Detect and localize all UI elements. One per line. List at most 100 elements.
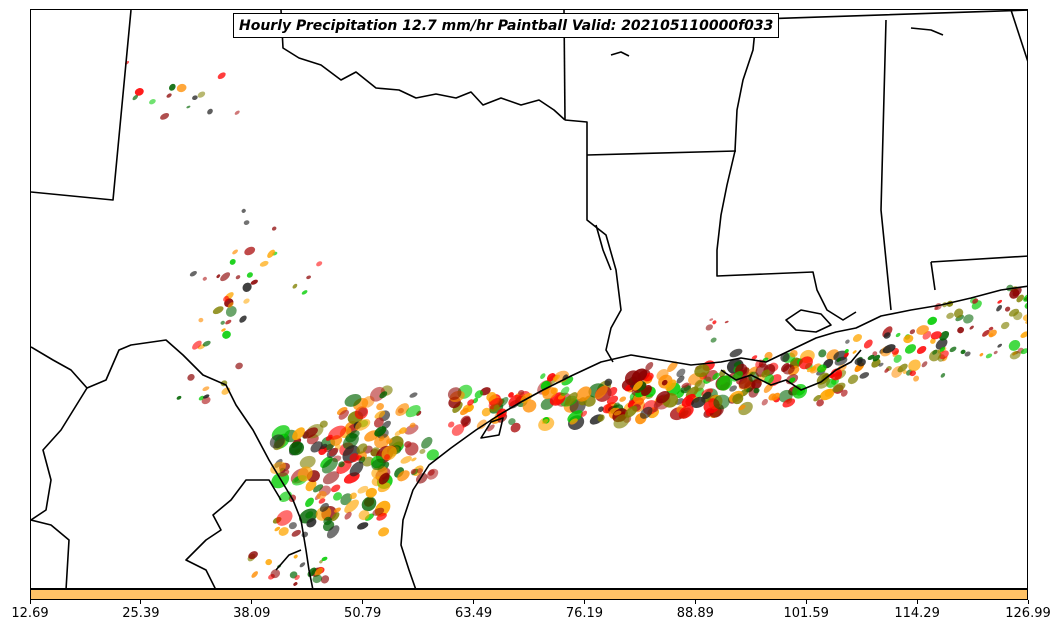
precip-blob xyxy=(313,484,324,493)
precip-blob xyxy=(410,468,417,475)
precip-blob xyxy=(374,410,386,419)
precip-blob xyxy=(202,340,211,347)
precip-blob xyxy=(274,526,281,532)
precip-blob xyxy=(694,379,703,388)
precip-blob xyxy=(197,91,206,98)
precip-blob xyxy=(334,507,341,513)
precip-blob xyxy=(1020,348,1027,355)
precip-blob xyxy=(929,349,942,362)
precip-blob xyxy=(487,424,495,432)
precip-blob xyxy=(656,369,669,381)
precip-blob xyxy=(241,208,246,213)
precip-blob xyxy=(344,499,359,514)
colorbar-tick-mark xyxy=(916,600,918,604)
precip-blob xyxy=(338,461,345,468)
state-border-al-fl-2 xyxy=(930,261,936,291)
precip-blob xyxy=(325,434,333,441)
precip-blob xyxy=(762,357,769,362)
precip-blob xyxy=(331,512,340,522)
precip-blob xyxy=(834,372,841,377)
precip-paintball-layer xyxy=(124,60,1027,586)
state-border-ar-la xyxy=(564,119,622,363)
precip-blob xyxy=(376,403,384,411)
precip-blob xyxy=(988,326,994,331)
colorbar xyxy=(30,589,1028,600)
precip-blob xyxy=(314,567,323,577)
precip-blob xyxy=(166,93,172,98)
precip-blob xyxy=(321,556,328,562)
colorbar-tick-mark xyxy=(362,600,364,604)
precip-blob xyxy=(358,510,370,521)
precip-blob xyxy=(344,511,352,520)
precip-blob xyxy=(569,418,578,425)
precip-blob xyxy=(319,559,323,564)
precip-blob xyxy=(598,406,604,412)
precip-blob xyxy=(939,346,946,352)
precip-blob xyxy=(338,409,349,420)
precip-blob xyxy=(729,385,737,392)
precip-blob xyxy=(541,419,549,424)
precip-blob xyxy=(293,582,298,586)
precip-blob xyxy=(878,362,884,367)
precip-blob xyxy=(306,275,312,280)
precip-blob xyxy=(540,373,546,379)
precip-blob xyxy=(844,348,849,354)
precip-blob xyxy=(319,420,328,428)
precip-blob xyxy=(216,274,221,279)
precip-blob xyxy=(732,393,744,405)
precip-blob xyxy=(619,396,627,402)
colorbar-tick-label: 25.39 xyxy=(122,606,160,621)
precip-blob xyxy=(493,404,500,410)
state-border-al-fl xyxy=(930,255,1027,263)
precip-blob xyxy=(246,272,253,278)
precip-blob xyxy=(667,361,678,372)
precip-blob xyxy=(508,392,514,398)
precip-blob xyxy=(909,329,916,335)
precip-blob xyxy=(395,403,410,417)
colorbar-tick-label: 63.49 xyxy=(454,606,493,621)
galveston-bay xyxy=(480,417,504,439)
precip-blob xyxy=(782,398,796,408)
precip-blob xyxy=(940,373,946,378)
precip-blob xyxy=(378,436,385,442)
precip-blob xyxy=(384,454,390,460)
precip-blob xyxy=(724,320,729,324)
precip-blob xyxy=(761,398,768,406)
precip-blob xyxy=(771,392,780,401)
precip-blob xyxy=(301,531,309,538)
precip-blob xyxy=(782,364,795,375)
precip-blob xyxy=(761,369,770,378)
precip-blob xyxy=(361,496,377,512)
precip-blob xyxy=(847,374,859,385)
precip-blob xyxy=(386,438,393,444)
precip-blob xyxy=(817,364,827,373)
colorbar-tick-label: 114.29 xyxy=(894,606,940,621)
precip-blob xyxy=(594,385,608,400)
precip-blob xyxy=(322,471,340,485)
precip-blob xyxy=(326,525,340,539)
mexico-state-border xyxy=(31,519,70,588)
precip-blob xyxy=(930,331,942,340)
precip-blob xyxy=(221,328,226,332)
precip-blob xyxy=(305,480,317,492)
precip-blob xyxy=(202,276,207,281)
mexico-state-border-3 xyxy=(185,479,282,588)
precip-blob xyxy=(405,442,419,456)
colorbar-tick-mark xyxy=(251,600,253,604)
precip-blob xyxy=(271,226,277,231)
colorbar-tick-label: 88.89 xyxy=(676,606,714,621)
precip-blob xyxy=(897,363,908,373)
precip-blob xyxy=(340,493,353,506)
precip-blob xyxy=(320,443,328,450)
precip-blob xyxy=(448,421,455,428)
precip-blob xyxy=(840,389,848,397)
precip-blob xyxy=(378,527,390,537)
precip-blob xyxy=(293,554,298,559)
precip-blob xyxy=(244,246,256,256)
precip-blob xyxy=(613,402,620,409)
precip-blob xyxy=(676,375,685,384)
precip-blob xyxy=(613,414,630,429)
precip-blob xyxy=(132,94,139,101)
precip-blob xyxy=(1013,311,1023,321)
precip-blob xyxy=(904,344,917,354)
